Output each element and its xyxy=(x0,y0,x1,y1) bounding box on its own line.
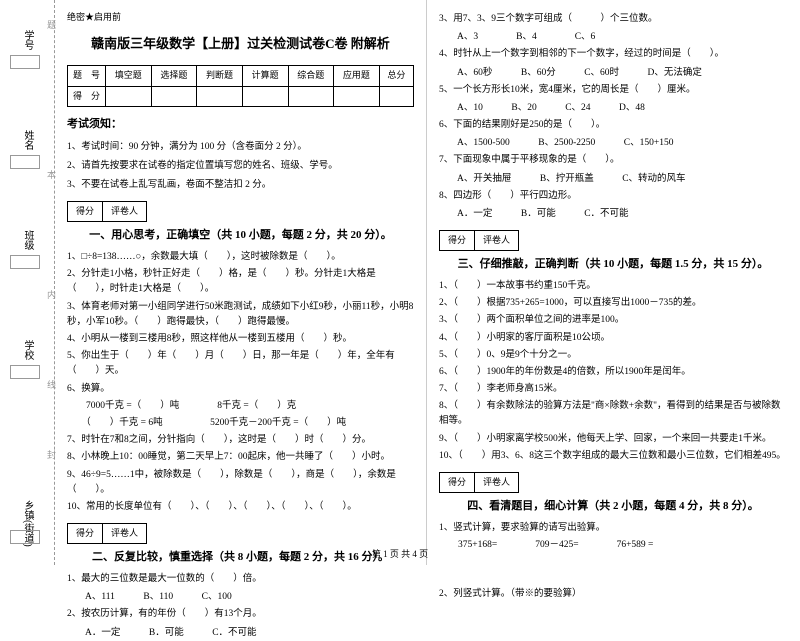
score-cell xyxy=(288,86,334,106)
binding-margin: 学号 题 姓名 本 班级 内 学校 线 封 乡镇(街道) xyxy=(0,0,55,565)
margin-label-class: 班级 xyxy=(20,230,35,250)
section-score-box: 得分 评卷人 xyxy=(439,472,787,493)
options: A．一定 B．可能 C．不可能 xyxy=(85,625,414,641)
margin-label-school: 学校 xyxy=(20,340,35,360)
score-header: 题 号 xyxy=(68,66,106,86)
reviewer-label: 评卷人 xyxy=(102,523,147,544)
margin-sep-5: 封 xyxy=(45,450,58,462)
question: 6、（ ）1900年的年份数是4的倍数，所以1900年是闰年。 xyxy=(439,365,787,380)
margin-box-town xyxy=(10,530,40,544)
section-score-box: 得分 评卷人 xyxy=(67,201,414,222)
score-cell xyxy=(379,86,413,106)
question: 2、分针走1小格，秒针正好走（ ）格，是（ ）秒。分针走1大格是（ ），时针走1… xyxy=(67,267,414,297)
question: 4、（ ）小明家的客厅面积是10公顷。 xyxy=(439,331,787,346)
exam-title: 赣南版三年级数学【上册】过关检测试卷C卷 附解析 xyxy=(67,33,414,55)
question: 1、（ ）一本故事书约重150千克。 xyxy=(439,279,787,294)
score-cell xyxy=(242,86,288,106)
table-row: 题 号 填空题 选择题 判断题 计算题 综合题 应用题 总分 xyxy=(68,66,414,86)
left-column: 绝密★启用前 赣南版三年级数学【上册】过关检测试卷C卷 附解析 题 号 填空题 … xyxy=(55,0,427,565)
question: 8、四边形（ ）平行四边形。 xyxy=(439,189,787,204)
question: 3、体育老师对第一小组同学进行50米跑测试，成绩如下小红9秒，小丽11秒，小明8… xyxy=(67,300,414,330)
section-4-title: 四、看清题目，细心计算（共 2 小题，每题 4 分，共 8 分）。 xyxy=(439,497,787,516)
reviewer-label: 评卷人 xyxy=(474,230,519,251)
margin-sep-4: 线 xyxy=(45,380,58,392)
options: A、1500-500 B、2500-2250 C、150+150 xyxy=(457,135,787,151)
options: A、111 B、110 C、100 xyxy=(85,589,414,605)
page-footer: 第 1 页 共 4 页 xyxy=(0,547,800,560)
section-score-box: 得分 评卷人 xyxy=(439,230,787,251)
score-label: 得分 xyxy=(439,230,475,251)
score-label: 得分 xyxy=(439,472,475,493)
question: 1、最大的三位数是最大一位数的（ ）倍。 xyxy=(67,572,414,587)
options: A、3 B、4 C、6 xyxy=(457,29,787,45)
section-score-box: 得分 评卷人 xyxy=(67,523,414,544)
secret-mark: 绝密★启用前 xyxy=(67,10,414,25)
margin-sep-2: 本 xyxy=(45,170,58,182)
options: A．一定 B．可能 C．不可能 xyxy=(457,206,787,222)
question: 8、（ ）有余数除法的验算方法是"商×除数+余数"，看得到的结果是否与被除数相等… xyxy=(439,399,787,429)
score-table: 题 号 填空题 选择题 判断题 计算题 综合题 应用题 总分 得 分 xyxy=(67,65,414,107)
question: 2、（ ）根据735+265=1000，可以直接写出1000－735的差。 xyxy=(439,296,787,311)
question: 8、小林晚上10：00睡觉，第二天早上7：00起床，他一共睡了（ ）小时。 xyxy=(67,450,414,465)
notice-item: 3、不要在试卷上乱写乱画，卷面不整洁扣 2 分。 xyxy=(67,177,414,193)
question: 5、（ ）0、9是9个十分之一。 xyxy=(439,348,787,363)
reviewer-label: 评卷人 xyxy=(474,472,519,493)
options: A、60秒 B、60分 C、60时 D、无法确定 xyxy=(457,65,787,81)
score-cell xyxy=(334,86,380,106)
score-header: 应用题 xyxy=(334,66,380,86)
content-area: 绝密★启用前 赣南版三年级数学【上册】过关检测试卷C卷 附解析 题 号 填空题 … xyxy=(55,0,800,565)
question: 3、用7、3、9三个数字可组成（ ）个三位数。 xyxy=(439,12,787,27)
question-sub: 7000千克 =（ ）吨 8千克 =（ ）克 xyxy=(67,399,414,414)
notice-item: 2、请首先按要求在试卷的指定位置填写您的姓名、班级、学号。 xyxy=(67,158,414,174)
question: 1、竖式计算，要求验算的请写出验算。 xyxy=(439,521,787,536)
question: 9、46÷9=5……1中，被除数是（ ），除数是（ ），商是（ ），余数是（ ）… xyxy=(67,468,414,498)
question: 1、□÷8=138……○，余数最大填（ ），这时被除数是（ ）。 xyxy=(67,250,414,265)
score-label: 得分 xyxy=(67,201,103,222)
margin-sep-3: 内 xyxy=(45,290,58,302)
score-cell: 得 分 xyxy=(68,86,106,106)
question: 9、（ ）小明家离学校500米，他每天上学、回家，一个来回一共要走1千米。 xyxy=(439,432,787,447)
question: 4、小明从一楼到三楼用8秒，照这样他从一楼到五楼用（ ）秒。 xyxy=(67,332,414,347)
margin-label-name: 姓名 xyxy=(20,130,35,150)
margin-box-id xyxy=(10,55,40,69)
question-sub: （ ）千克 = 6吨 5200千克－200千克 =（ ）吨 xyxy=(67,416,414,431)
table-row: 得 分 xyxy=(68,86,414,106)
question: 3、（ ）两个面积单位之间的进率是100。 xyxy=(439,313,787,328)
question: 2、列竖式计算。（带※的要验算） xyxy=(439,587,787,602)
margin-box-class xyxy=(10,255,40,269)
question: 6、下面的结果刚好是250的是（ ）。 xyxy=(439,118,787,133)
score-header: 总分 xyxy=(379,66,413,86)
question: 5、你出生于（ ）年（ ）月（ ）日，那一年是（ ）年，全年有（ ）天。 xyxy=(67,349,414,379)
question: 5、一个长方形长10米，宽4厘米，它的周长是（ ）厘米。 xyxy=(439,83,787,98)
score-header: 选择题 xyxy=(151,66,197,86)
question: 2、按农历计算，有的年份（ ）有13个月。 xyxy=(67,607,414,622)
options: A、10 B、20 C、24 D、48 xyxy=(457,100,787,116)
score-header: 判断题 xyxy=(197,66,243,86)
margin-box-school xyxy=(10,365,40,379)
margin-box-name xyxy=(10,155,40,169)
notice-item: 1、考试时间：90 分钟，满分为 100 分（含卷面分 2 分）。 xyxy=(67,139,414,155)
margin-sep-1: 题 xyxy=(45,20,58,32)
question: 6、换算。 xyxy=(67,382,414,397)
score-header: 计算题 xyxy=(242,66,288,86)
options: A、开关抽屉 B、拧开瓶盖 C、转动的风车 xyxy=(457,171,787,187)
section-3-title: 三、仔细推敲，正确判断（共 10 小题，每题 1.5 分，共 15 分）。 xyxy=(439,255,787,274)
section-1-title: 一、用心思考，正确填空（共 10 小题，每题 2 分，共 20 分）。 xyxy=(67,226,414,245)
reviewer-label: 评卷人 xyxy=(102,201,147,222)
score-label: 得分 xyxy=(67,523,103,544)
score-header: 填空题 xyxy=(106,66,152,86)
question: 7、下面现象中属于平移现象的是（ ）。 xyxy=(439,153,787,168)
score-header: 综合题 xyxy=(288,66,334,86)
notice-title: 考试须知： xyxy=(67,115,414,134)
score-cell xyxy=(106,86,152,106)
question: 10、常用的长度单位有（ ）、（ ）、（ ）、（ ）、（ ）。 xyxy=(67,500,414,515)
question: 7、时针在7和8之间，分针指向（ ），这时是（ ）时（ ）分。 xyxy=(67,433,414,448)
question: 7、（ ）李老师身高15米。 xyxy=(439,382,787,397)
margin-label-id: 学号 xyxy=(20,30,35,50)
right-column: 3、用7、3、9三个数字可组成（ ）个三位数。 A、3 B、4 C、6 4、时针… xyxy=(427,0,799,565)
question: 10、（ ）用3、6、8这三个数字组成的最大三位数和最小三位数，它们相差495。 xyxy=(439,449,787,464)
question: 4、时针从上一个数字到相邻的下一个数字，经过的时间是（ ）。 xyxy=(439,47,787,62)
score-cell xyxy=(197,86,243,106)
score-cell xyxy=(151,86,197,106)
